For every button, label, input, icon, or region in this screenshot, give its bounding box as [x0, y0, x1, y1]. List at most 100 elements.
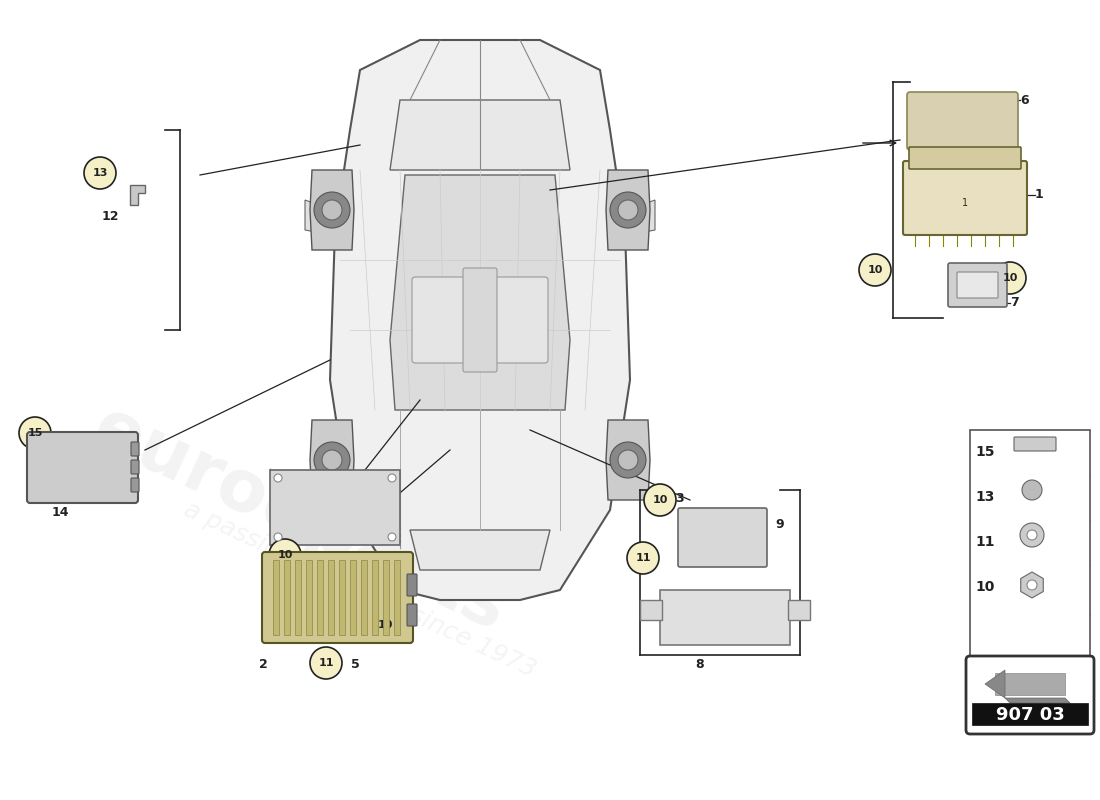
Polygon shape — [310, 170, 354, 250]
FancyBboxPatch shape — [903, 161, 1027, 235]
Polygon shape — [317, 560, 323, 635]
Polygon shape — [390, 175, 570, 410]
Text: 13: 13 — [976, 490, 994, 504]
Polygon shape — [628, 200, 654, 235]
FancyBboxPatch shape — [957, 272, 998, 298]
Polygon shape — [361, 560, 367, 635]
FancyBboxPatch shape — [262, 552, 412, 643]
Polygon shape — [339, 560, 345, 635]
Text: eurooparts: eurooparts — [82, 394, 518, 646]
Polygon shape — [606, 170, 650, 250]
Circle shape — [627, 542, 659, 574]
Text: 14: 14 — [52, 506, 68, 518]
Text: 10: 10 — [277, 550, 293, 560]
Polygon shape — [130, 185, 145, 205]
Polygon shape — [394, 560, 400, 635]
Circle shape — [274, 533, 282, 541]
Text: 10: 10 — [652, 495, 668, 505]
FancyBboxPatch shape — [678, 508, 767, 567]
Circle shape — [19, 417, 51, 449]
Circle shape — [859, 254, 891, 286]
Circle shape — [610, 442, 646, 478]
Circle shape — [274, 474, 282, 482]
Circle shape — [1020, 523, 1044, 547]
Circle shape — [310, 647, 342, 679]
FancyBboxPatch shape — [640, 600, 662, 620]
FancyBboxPatch shape — [270, 470, 400, 545]
Polygon shape — [1005, 698, 1070, 703]
Text: 11: 11 — [636, 553, 651, 563]
Polygon shape — [350, 560, 356, 635]
Polygon shape — [330, 40, 630, 600]
Circle shape — [84, 157, 116, 189]
Text: 10: 10 — [976, 580, 994, 594]
FancyBboxPatch shape — [966, 656, 1094, 734]
Polygon shape — [383, 560, 389, 635]
FancyBboxPatch shape — [788, 600, 810, 620]
Circle shape — [388, 474, 396, 482]
Circle shape — [994, 262, 1026, 294]
Circle shape — [314, 192, 350, 228]
Text: 1: 1 — [1035, 189, 1044, 202]
FancyBboxPatch shape — [131, 460, 139, 474]
Polygon shape — [295, 560, 301, 635]
FancyBboxPatch shape — [660, 590, 790, 645]
FancyBboxPatch shape — [1014, 437, 1056, 451]
Text: 8: 8 — [695, 658, 704, 671]
FancyBboxPatch shape — [492, 277, 548, 363]
FancyBboxPatch shape — [972, 703, 1088, 725]
Polygon shape — [410, 530, 550, 570]
Circle shape — [314, 442, 350, 478]
FancyBboxPatch shape — [407, 604, 417, 626]
Text: 7: 7 — [1010, 297, 1019, 310]
Text: 907 03: 907 03 — [996, 706, 1065, 724]
FancyBboxPatch shape — [970, 430, 1090, 660]
FancyBboxPatch shape — [28, 432, 138, 503]
FancyBboxPatch shape — [131, 442, 139, 456]
Text: 10: 10 — [1002, 273, 1018, 283]
Polygon shape — [306, 560, 312, 635]
Circle shape — [368, 609, 402, 641]
Text: 6: 6 — [1020, 94, 1028, 106]
Circle shape — [1022, 480, 1042, 500]
Polygon shape — [996, 673, 1065, 695]
Circle shape — [1027, 530, 1037, 540]
FancyBboxPatch shape — [407, 574, 417, 596]
Text: 3: 3 — [675, 491, 684, 505]
Text: 9: 9 — [776, 518, 784, 531]
Polygon shape — [372, 560, 378, 635]
FancyBboxPatch shape — [412, 277, 468, 363]
Circle shape — [618, 200, 638, 220]
Text: 12: 12 — [101, 210, 119, 223]
Polygon shape — [984, 670, 1005, 698]
Polygon shape — [305, 200, 332, 235]
Circle shape — [1027, 580, 1037, 590]
Text: 5: 5 — [351, 658, 360, 671]
Circle shape — [388, 533, 396, 541]
Polygon shape — [284, 560, 290, 635]
Circle shape — [270, 539, 301, 571]
Text: 10: 10 — [867, 265, 882, 275]
FancyBboxPatch shape — [909, 147, 1021, 169]
FancyBboxPatch shape — [908, 92, 1018, 150]
FancyBboxPatch shape — [131, 478, 139, 492]
Text: 4: 4 — [390, 511, 399, 525]
Text: 10: 10 — [377, 620, 393, 630]
Text: 15: 15 — [976, 445, 994, 459]
Text: 13: 13 — [92, 168, 108, 178]
FancyBboxPatch shape — [948, 263, 1006, 307]
Circle shape — [610, 192, 646, 228]
FancyBboxPatch shape — [463, 268, 497, 372]
Polygon shape — [1021, 572, 1043, 598]
Polygon shape — [310, 420, 354, 500]
Circle shape — [618, 450, 638, 470]
Polygon shape — [390, 100, 570, 170]
Polygon shape — [606, 420, 650, 500]
Text: 13: 13 — [91, 163, 109, 177]
Polygon shape — [328, 560, 334, 635]
Text: 15: 15 — [28, 428, 43, 438]
Text: 1: 1 — [961, 198, 968, 208]
Circle shape — [644, 484, 676, 516]
Text: 11: 11 — [976, 535, 994, 549]
Circle shape — [322, 450, 342, 470]
